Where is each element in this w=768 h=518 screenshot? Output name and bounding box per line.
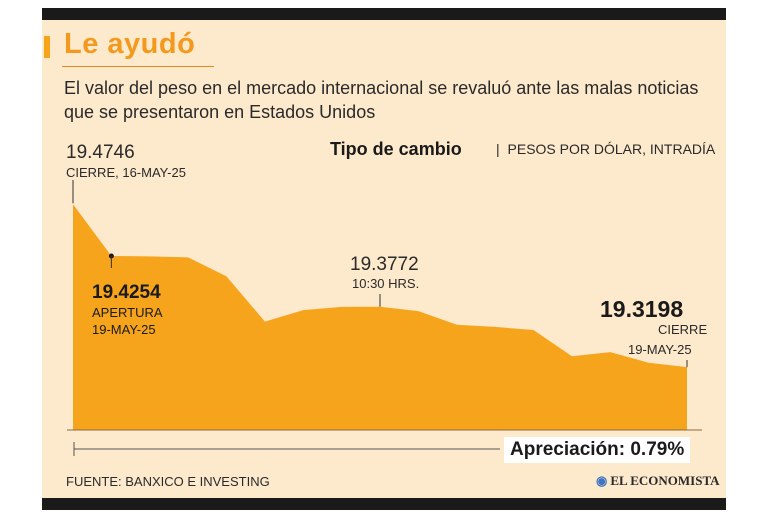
mid-value: 19.3772 bbox=[350, 254, 419, 275]
close-label-1: CIERRE bbox=[658, 322, 708, 337]
title-accent bbox=[44, 36, 50, 58]
close-value: 19.3198 bbox=[600, 296, 684, 322]
chart-title: Tipo de cambio bbox=[330, 139, 462, 159]
logo-text: EL ECONOMISTA bbox=[610, 473, 720, 488]
chart-subtitle-text: PESOS POR DÓLAR, INTRADÍA bbox=[507, 141, 716, 157]
source-note: FUENTE: BANXICO E INVESTING bbox=[66, 474, 270, 489]
page-title: Le ayudó bbox=[64, 28, 196, 60]
chart-subtitle: | PESOS POR DÓLAR, INTRADÍA bbox=[496, 141, 715, 157]
area-series bbox=[73, 204, 687, 430]
open-value: 19.4254 bbox=[92, 282, 161, 303]
brand-logo: ◉ EL ECONOMISTA bbox=[596, 473, 720, 489]
bottom-bar bbox=[42, 498, 726, 510]
prev-close-value: 19.4746 bbox=[66, 142, 135, 163]
page-subtitle: El valor del peso en el mercado internac… bbox=[64, 78, 699, 122]
top-bar bbox=[42, 8, 726, 20]
open-label-1: APERTURA bbox=[92, 305, 163, 320]
logo-mark-icon: ◉ bbox=[596, 473, 608, 488]
mid-label: 10:30 HRS. bbox=[352, 276, 420, 291]
appreciation-label: Apreciación: 0.79% bbox=[504, 437, 691, 463]
title-underline bbox=[62, 66, 214, 67]
chart-subtitle-separator: | bbox=[496, 141, 500, 157]
open-label-2: 19-MAY-25 bbox=[92, 322, 156, 337]
close-label-2: 19-MAY-25 bbox=[628, 342, 692, 357]
prev-close-label: CIERRE, 16-MAY-25 bbox=[66, 165, 186, 180]
